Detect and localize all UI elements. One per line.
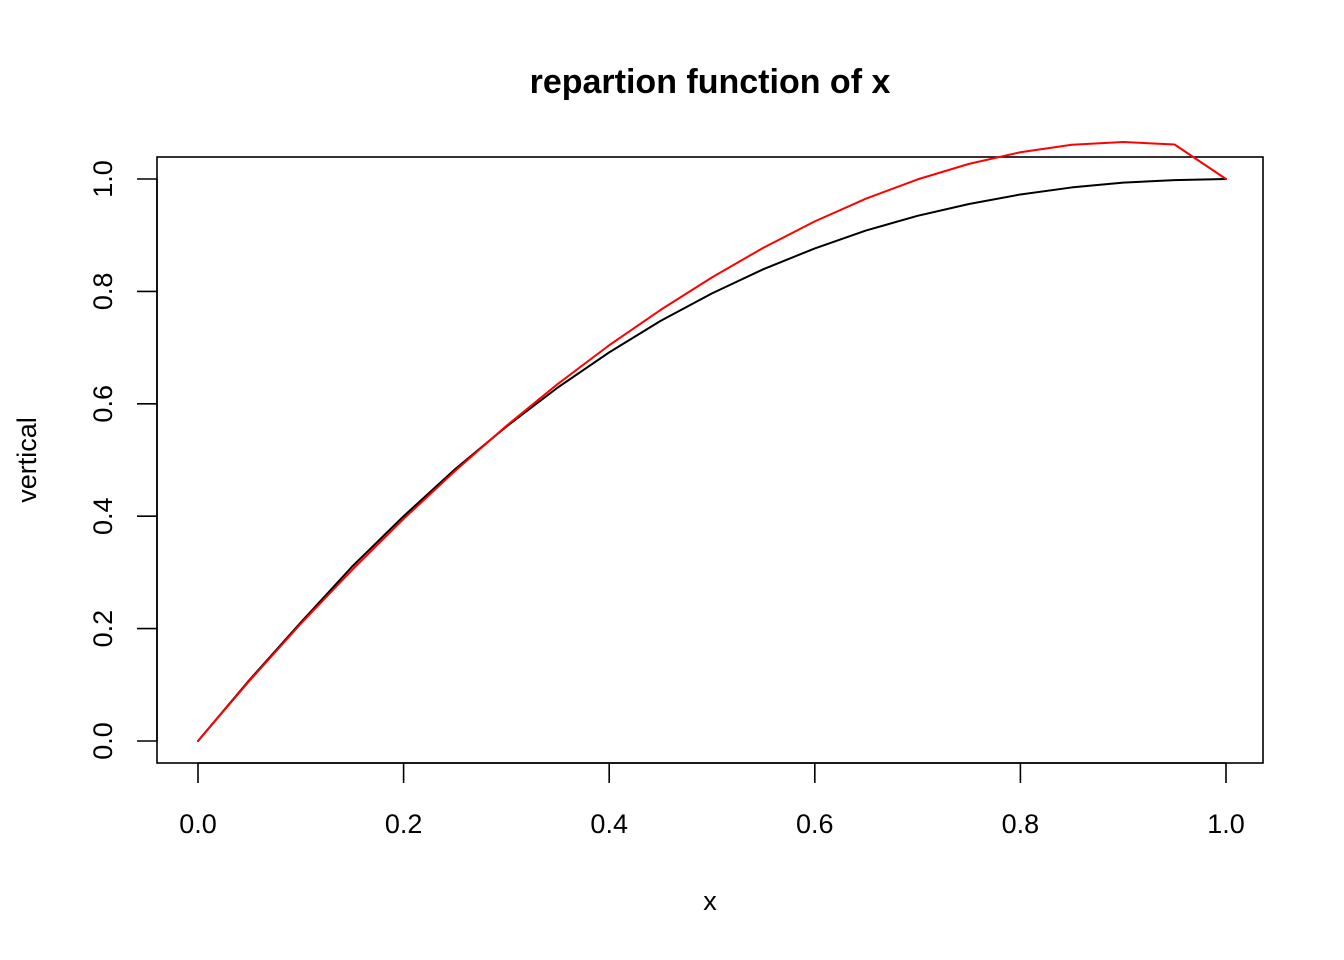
y-axis: 0.0 0.2 0.4 0.6 0.8 1.0 <box>88 160 158 760</box>
x-tick-label: 0.8 <box>1002 809 1040 839</box>
y-tick-label: 0.8 <box>88 273 118 311</box>
y-axis-label: vertical <box>12 417 42 503</box>
series-line-2 <box>197 141 1227 742</box>
series-layer <box>197 141 1227 742</box>
x-axis-label: x <box>703 886 717 916</box>
x-axis: 0.0 0.2 0.4 0.6 0.8 1.0 <box>179 762 1245 839</box>
x-tick-label: 1.0 <box>1207 809 1245 839</box>
chart-title: repartion function of x <box>530 63 891 101</box>
y-tick-label: 0.4 <box>88 497 118 535</box>
y-tick-label: 1.0 <box>88 160 118 198</box>
y-tick-label: 0.6 <box>88 385 118 423</box>
x-tick-label: 0.2 <box>385 809 423 839</box>
y-tick-label: 0.2 <box>88 610 118 648</box>
x-tick-label: 0.4 <box>590 809 628 839</box>
plot-frame <box>156 156 1264 764</box>
series-line-1 <box>197 178 1227 742</box>
x-tick-label: 0.6 <box>796 809 834 839</box>
y-tick-label: 0.0 <box>88 722 118 760</box>
x-tick-label: 0.0 <box>179 809 217 839</box>
